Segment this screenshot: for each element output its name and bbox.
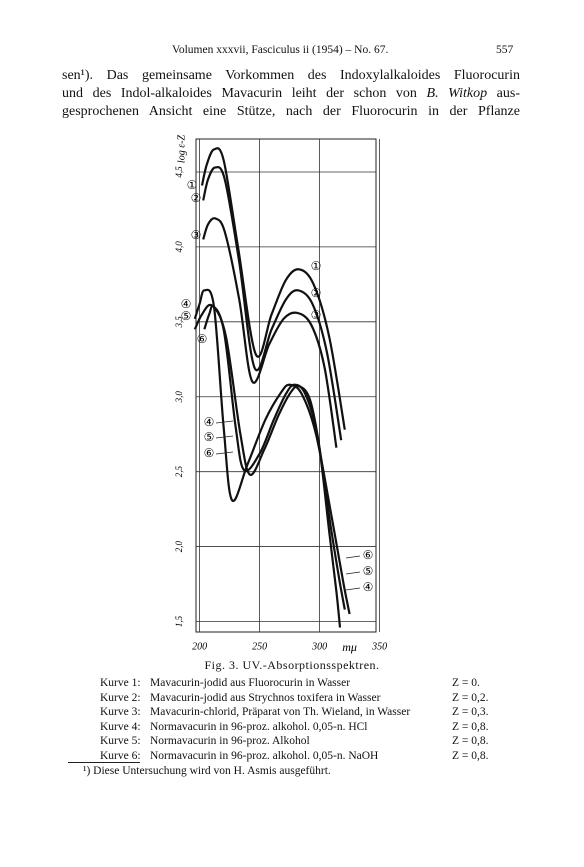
curve: [203, 304, 342, 628]
curve-label: ⑥: [363, 548, 374, 562]
y-tick-label: 2,0: [174, 540, 184, 552]
text-run: B. Witkop: [426, 86, 488, 101]
y-tick-label: 4,0: [174, 241, 184, 253]
y-tick-label: 3,0: [174, 391, 184, 404]
body-line: gesprochenen Ansicht eine Stütze, nach d…: [62, 104, 520, 120]
curve: [193, 288, 351, 615]
body-line: sen¹). Das gemeinsame Vorkommen des Indo…: [62, 68, 520, 84]
caption: Fig. 3. UV.-Absorptionsspektren.: [204, 658, 380, 672]
curve-label: ①: [311, 259, 322, 273]
curve-label: ④: [363, 580, 374, 594]
x-tick-label: 250: [252, 641, 267, 652]
text-run: sen¹). Das gemeinsame Vorkommen des Indo…: [62, 68, 520, 83]
body-line: und des Indol-alkaloides Mavacurin leiht…: [62, 86, 520, 102]
table-cell: Normavacurin in 96-proz. Alkohol: [150, 735, 310, 747]
table-cell: Mavacurin-jodid aus Strychnos toxifera i…: [150, 691, 381, 704]
table-cell: Kurve 1:: [100, 677, 141, 689]
x-tick-label: 300: [311, 641, 327, 652]
curve-label: ⑥: [197, 332, 208, 346]
curve-label: ⑤: [204, 430, 215, 444]
table-cell: Z = 0,8.: [452, 720, 489, 733]
running-title: Volumen xxxvii, Fasciculus ii (1954) – N…: [172, 44, 389, 56]
leader-line: [215, 420, 234, 424]
table-cell: Z = 0,3.: [452, 706, 489, 718]
curve: [200, 147, 346, 430]
leader-line: [345, 555, 361, 559]
leader-line: [345, 587, 361, 591]
table-cell: Kurve 6:: [100, 749, 141, 762]
table-cell: Normavacurin in 96-proz. alkohol. 0,05-n…: [150, 720, 368, 733]
y-tick-label: 4,5: [174, 166, 184, 178]
curve-label: ⑥: [204, 446, 215, 460]
x-unit: mμ: [342, 640, 357, 654]
table-cell: Normavacurin in 96-proz. alkohol. 0,05-n…: [150, 749, 379, 762]
page-number: 557: [496, 44, 514, 56]
curve-label: ②: [191, 191, 202, 205]
text-run: und des Indol-alkaloides Mavacurin leiht…: [62, 86, 427, 101]
y-tick-label: 3,5: [174, 316, 184, 329]
leader-line: [345, 571, 361, 575]
table-cell: Kurve 5:: [100, 735, 141, 747]
curve-label: ⑤: [181, 309, 192, 323]
curve: [202, 166, 343, 441]
curve-label: ①: [187, 178, 198, 192]
table-cell: Kurve 2:: [100, 691, 141, 704]
table-cell: Mavacurin-jodid aus Fluorocurin in Wasse…: [150, 677, 351, 689]
y-axis-title: log ε-Z: [176, 135, 187, 164]
table-cell: Z = 0.: [452, 677, 480, 689]
curve-label: ③: [311, 308, 322, 322]
footnote: ¹) Diese Untersuchung wird von H. Asmis …: [83, 765, 331, 777]
leader-line: [215, 451, 234, 455]
curve-label: ④: [181, 297, 192, 311]
x-tick-label: 200: [192, 641, 207, 652]
y-tick-label: 2,5: [174, 466, 184, 478]
table-cell: Kurve 3:: [100, 706, 141, 718]
table-cell: Z = 0,8.: [452, 735, 489, 747]
table-cell: Z = 0,2.: [452, 691, 489, 704]
curve-label: ④: [204, 415, 215, 429]
curve-label: ⑤: [363, 564, 374, 578]
leader-line: [215, 435, 234, 439]
plot-frame: [195, 138, 377, 633]
table-cell: Kurve 4:: [100, 720, 141, 733]
curve-label: ②: [311, 286, 322, 300]
curve: [202, 217, 338, 448]
table-cell: Mavacurin-chlorid, Präparat von Th. Wiel…: [150, 706, 411, 718]
text-run: gesprochenen Ansicht eine Stütze, nach d…: [62, 104, 520, 119]
x-tick-label: 350: [371, 641, 387, 652]
footnote-rule: [68, 762, 140, 763]
table-cell: Z = 0,8.: [452, 749, 489, 762]
y-tick-label: 1,5: [174, 615, 184, 627]
curve-label: ③: [191, 228, 202, 242]
text-run: aus-: [487, 86, 521, 101]
